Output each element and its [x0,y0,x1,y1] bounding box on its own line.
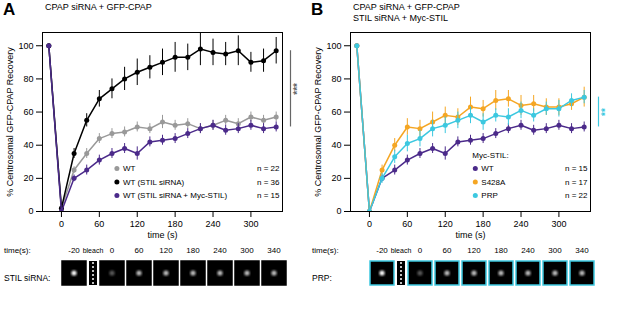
svg-text:-20: -20 [68,246,80,255]
svg-text:n = 22: n = 22 [257,164,280,173]
svg-text:***: *** [292,83,303,95]
svg-text:20: 20 [331,173,341,183]
svg-text:100: 100 [18,41,33,51]
svg-text:60: 60 [135,246,144,255]
svg-text:340: 340 [267,246,281,255]
svg-text:300: 300 [243,219,258,229]
svg-text:300: 300 [240,246,254,255]
svg-text:0: 0 [59,219,64,229]
svg-text:0: 0 [110,246,115,255]
svg-text:20: 20 [23,173,33,183]
svg-text:time (s): time (s) [148,230,178,240]
svg-text:60: 60 [94,219,104,229]
svg-text:STIL siRNA:: STIL siRNA: [4,273,50,283]
svg-text:n = 15: n = 15 [257,191,280,200]
svg-text:Myc-STIL:: Myc-STIL: [472,151,508,160]
html-text:CPAP siRNA + GFP-CPAP: CPAP siRNA + GFP-CPAP [45,2,152,12]
svg-text:60: 60 [331,107,341,117]
svg-text:180: 180 [168,219,183,229]
svg-text:time(s):: time(s): [4,246,31,255]
svg-text:n = 17: n = 17 [565,178,588,187]
svg-text:WT: WT [481,164,494,173]
svg-text:300: 300 [551,219,566,229]
svg-text:-20: -20 [376,246,388,255]
svg-text:180: 180 [186,246,200,255]
svg-text:180: 180 [476,219,491,229]
svg-text:time (s): time (s) [456,230,486,240]
svg-text:80: 80 [23,74,33,84]
svg-text:% Centrosomal GFP-CPAP Recover: % Centrosomal GFP-CPAP Recovery [313,47,323,197]
svg-text:120: 120 [159,246,173,255]
svg-text:60: 60 [23,107,33,117]
svg-text:120: 120 [467,246,481,255]
svg-text:240: 240 [521,246,535,255]
svg-text:PRP:: PRP: [312,273,332,283]
svg-text:**: ** [600,108,611,116]
svg-text:WT (STIL siRNA): WT (STIL siRNA) [123,178,185,187]
svg-text:60: 60 [402,219,412,229]
svg-text:300: 300 [548,246,562,255]
svg-text:0: 0 [28,206,33,216]
svg-text:n = 22: n = 22 [565,191,588,200]
svg-text:n = 36: n = 36 [257,178,280,187]
svg-text:240: 240 [514,219,529,229]
svg-text:340: 340 [575,246,589,255]
svg-text:40: 40 [23,140,33,150]
svg-text:120: 120 [130,219,145,229]
svg-text:PRP: PRP [481,191,497,200]
svg-text:120: 120 [438,219,453,229]
svg-text:bleach: bleach [83,247,104,254]
html-text:CPAP siRNA + GFP-CPAP: CPAP siRNA + GFP-CPAP [353,2,460,12]
svg-text:bleach: bleach [391,247,412,254]
svg-text:40: 40 [331,140,341,150]
svg-text:100: 100 [326,41,341,51]
html-text:B: B [311,0,324,19]
svg-text:240: 240 [206,219,221,229]
svg-text:WT (STIL siRNA + Myc-STIL): WT (STIL siRNA + Myc-STIL) [123,191,228,200]
svg-text:WT: WT [123,164,136,173]
svg-text:% Centrosomal GFP-CPAP Recover: % Centrosomal GFP-CPAP Recovery [5,47,15,197]
svg-text:80: 80 [331,74,341,84]
svg-text:S428A: S428A [481,178,506,187]
svg-text:60: 60 [443,246,452,255]
svg-text:0: 0 [367,219,372,229]
svg-text:n = 15: n = 15 [565,164,588,173]
html-text:STIL siRNA + Myc-STIL: STIL siRNA + Myc-STIL [353,13,448,23]
svg-text:0: 0 [418,246,423,255]
svg-text:180: 180 [494,246,508,255]
svg-text:240: 240 [213,246,227,255]
svg-text:time(s):: time(s): [312,246,339,255]
svg-text:0: 0 [336,206,341,216]
html-text:A: A [3,0,16,19]
